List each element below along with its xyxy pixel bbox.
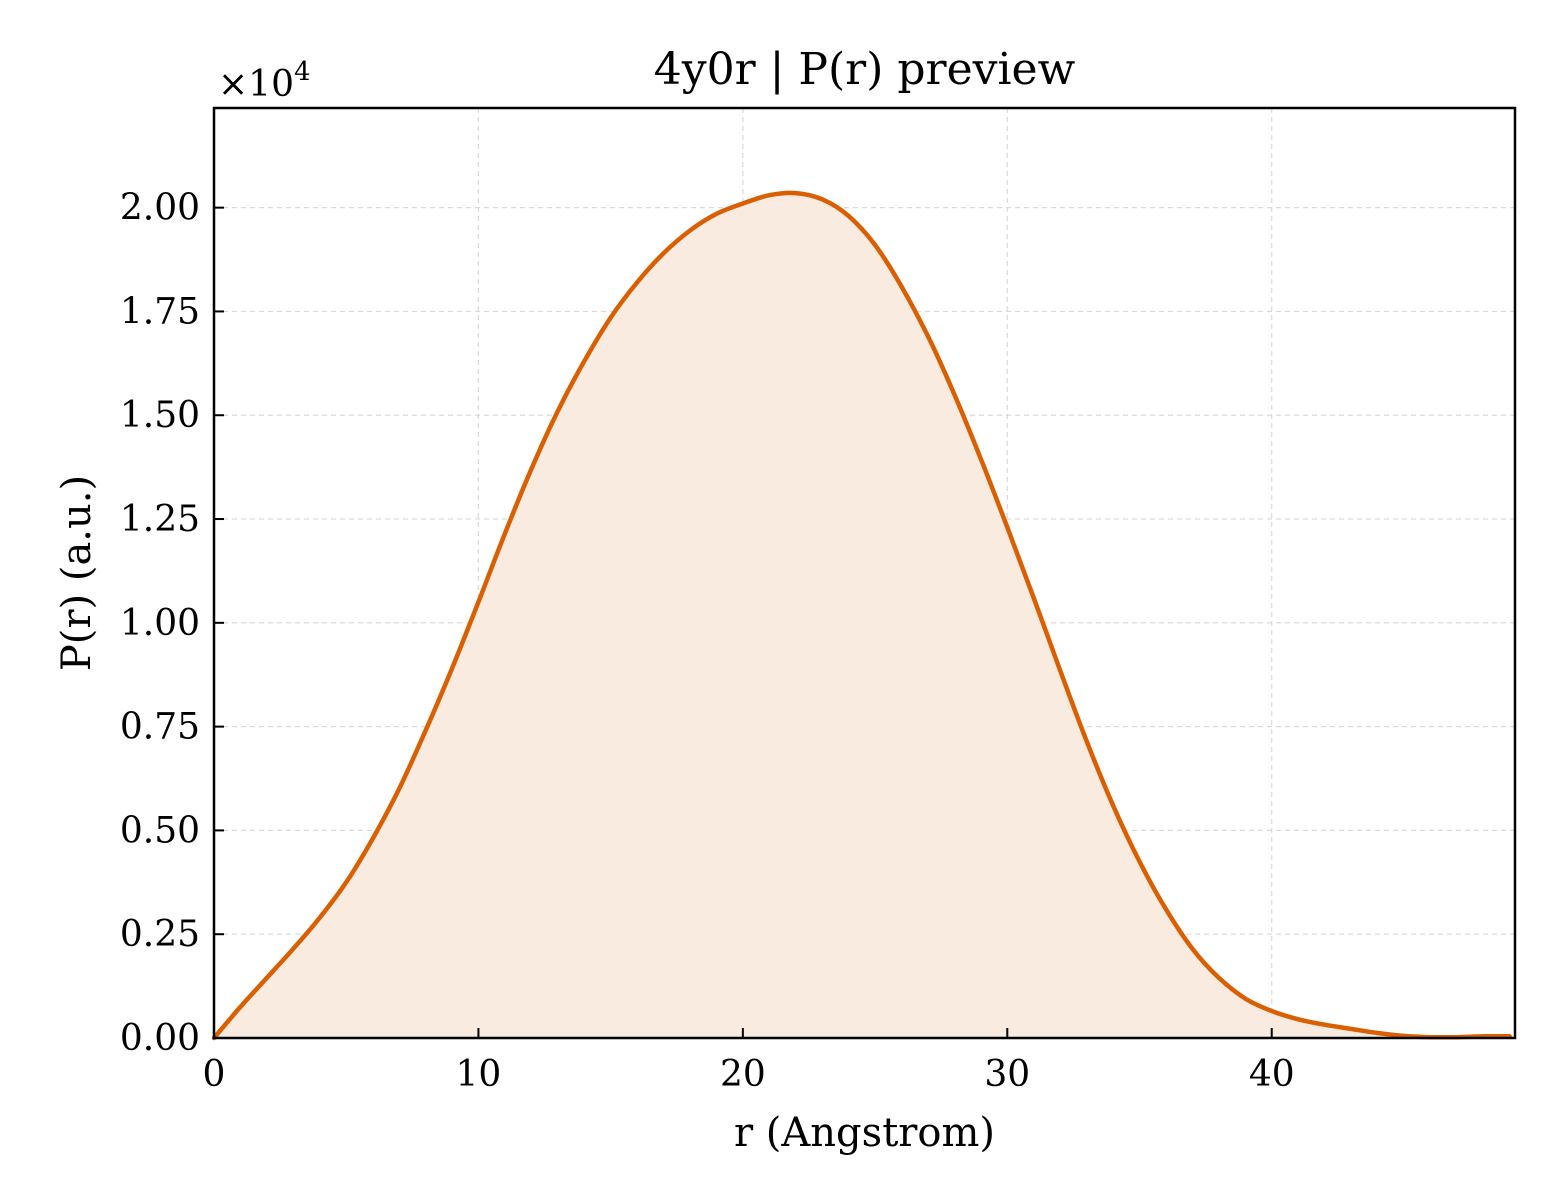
y-axis-multiplier-base: ×10 [218,64,294,105]
y-axis-multiplier-exponent: 4 [294,57,311,87]
x-tick-label: 0 [203,1054,226,1095]
y-tick-label: 0.25 [120,914,200,955]
x-tick-label: 10 [456,1054,502,1095]
area-fill [214,192,1510,1039]
y-tick-label: 1.25 [120,499,200,540]
axis-ticks [213,206,1273,1039]
y-tick-label: 0.00 [120,1018,200,1059]
y-axis-label: P(r) (a.u.) [54,475,100,671]
x-axis-label: r (Angstrom) [734,1110,995,1156]
x-tick-label: 30 [984,1054,1030,1095]
series-line [211,190,1512,1041]
y-tick-label: 0.75 [120,707,200,748]
y-tick-label: 1.50 [120,395,200,436]
chart-title: 4y0r | P(r) preview [654,44,1076,95]
x-tick-label: 20 [720,1054,766,1095]
plot-frame [212,106,1517,1040]
y-axis-multiplier: ×104 [218,57,311,105]
y-tick-label: 2.00 [120,188,200,229]
y-tick-label: 0.50 [120,810,200,851]
y-tick-label: 1.00 [120,603,200,644]
x-tick-label: 40 [1249,1054,1295,1095]
y-tick-label: 1.75 [120,291,200,332]
